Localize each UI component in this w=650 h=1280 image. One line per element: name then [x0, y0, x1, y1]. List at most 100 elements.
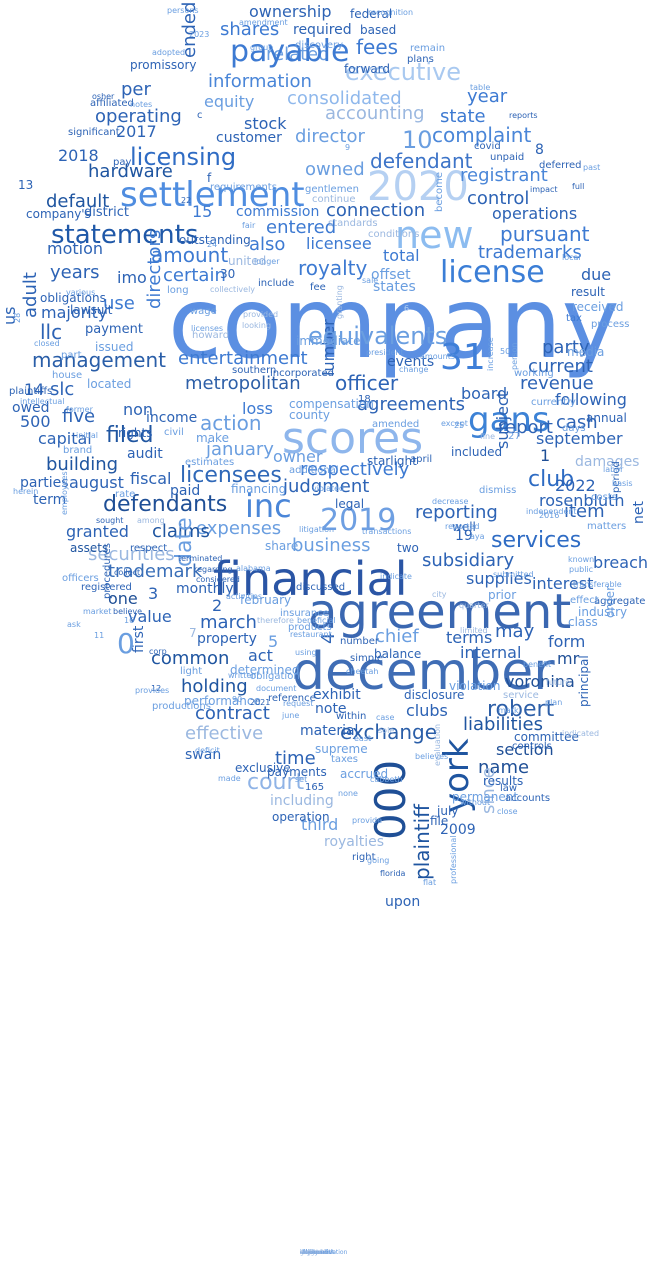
word-1: 1 [540, 446, 551, 465]
word-165: 165 [305, 782, 325, 793]
word-light: light [180, 666, 203, 677]
word-license: license [440, 255, 545, 290]
word-owed: owed [12, 400, 50, 416]
word-procedures: procedures [102, 543, 113, 599]
word-within: within [336, 711, 367, 722]
word-paid: paid [170, 483, 201, 499]
word-officer: officer [335, 371, 399, 395]
word-motion: motion [47, 239, 104, 258]
word-monthly: monthly [176, 581, 234, 597]
word-2019: 2019 [320, 503, 397, 538]
word-subsidiary: subsidiary [422, 550, 515, 571]
word-gentlemen: gentlemen [305, 184, 359, 195]
word-ask: ask [67, 620, 81, 629]
word-ability: ability [300, 1249, 319, 1256]
word-violation: violation [449, 679, 501, 693]
word-february: february [240, 593, 292, 607]
word-hardware: hardware [88, 161, 173, 182]
word-24: 24 [207, 240, 218, 249]
word-2022: 2022 [555, 476, 596, 495]
word-12: 12 [151, 684, 162, 693]
word-reporting: reporting [415, 502, 498, 523]
word-7: 7 [189, 626, 197, 640]
word-accounts: accounts [505, 793, 551, 804]
word-outstanding: outstanding [179, 233, 251, 247]
word-indicate: indicate [380, 572, 412, 581]
word-services: services [491, 528, 582, 553]
word-owned: owned [305, 159, 365, 180]
word-service: service [503, 690, 539, 701]
word-financing: financing [231, 482, 287, 496]
word-9: 9 [345, 143, 351, 152]
word-board: board [461, 384, 508, 403]
word-gans: gans [468, 400, 550, 440]
word-13: 13 [18, 178, 34, 192]
word-court: court [247, 770, 305, 795]
word-plan: plan [545, 698, 563, 707]
word-based: based [360, 23, 397, 37]
word-llc: llc [40, 320, 63, 344]
word-customer: customer [216, 130, 282, 146]
word-simple: simple [350, 653, 384, 664]
word-unpaid: unpaid [490, 152, 525, 163]
word-person: person [510, 342, 519, 370]
word-two: two [397, 541, 419, 555]
word-50: 50 [500, 347, 511, 356]
word-pay: pay [113, 157, 132, 168]
word-therefore: therefore [257, 616, 294, 625]
word-may: may [495, 621, 535, 642]
word-non: non [123, 400, 154, 419]
word-compensation: compensation [289, 397, 374, 411]
word-financial: financial [213, 552, 408, 606]
word-estimates: estimates [185, 457, 235, 468]
word-name: name [478, 757, 530, 778]
word-aya: aya [470, 532, 485, 541]
word-disclosed: disclosed [300, 1249, 328, 1256]
word-required: required [293, 22, 352, 38]
word-equity: equity [204, 92, 255, 111]
word-royalties: royalties [324, 834, 385, 850]
word-suggests: suggests [300, 1249, 327, 1256]
word-former: former [66, 405, 93, 414]
word-city: city [432, 590, 447, 599]
word-pursuant: pursuant [500, 222, 590, 246]
word-internal: internal [460, 643, 522, 662]
word-submitted: submitted [493, 570, 534, 579]
word-sole: sole [378, 726, 395, 735]
word-respectively: respectively [300, 459, 410, 480]
word-property: property [197, 631, 257, 647]
word-company-s: company's [26, 207, 91, 221]
word-year: year [467, 86, 508, 107]
word-affiliated: affiliated [90, 98, 134, 109]
word-common: common [151, 648, 230, 669]
word-employees: employees [60, 471, 69, 515]
word-reports: reports [509, 111, 538, 120]
word-without: without [460, 798, 491, 807]
word-28: 28 [13, 312, 22, 323]
word-future: future [546, 678, 571, 687]
word-plans: plans [407, 54, 434, 65]
word-operations: operations [492, 204, 578, 223]
word-rate: rate [115, 489, 136, 500]
word-adopted: adopted [152, 48, 186, 57]
word-company: company [168, 267, 620, 381]
word-group: group [250, 43, 274, 52]
word-0: 0 [117, 627, 135, 660]
word-believe: believe [113, 607, 143, 616]
word-dismiss: dismiss [479, 485, 517, 496]
word-supplies: supplies [466, 569, 532, 588]
word-management: management [32, 348, 166, 372]
word-net: net [631, 501, 647, 524]
word-days: days [562, 423, 586, 434]
word-issued: issued [95, 340, 134, 354]
word-remain: remain [410, 43, 446, 54]
word-april: april [410, 454, 433, 465]
word-third: third [301, 815, 339, 834]
word-independent: independent [526, 507, 577, 516]
word-scores: scores [282, 413, 424, 464]
word-matters: matters [587, 521, 627, 532]
word-indicated: indicated [562, 729, 600, 738]
word-total: total [383, 246, 420, 265]
word-accrued: accrued [340, 767, 389, 781]
